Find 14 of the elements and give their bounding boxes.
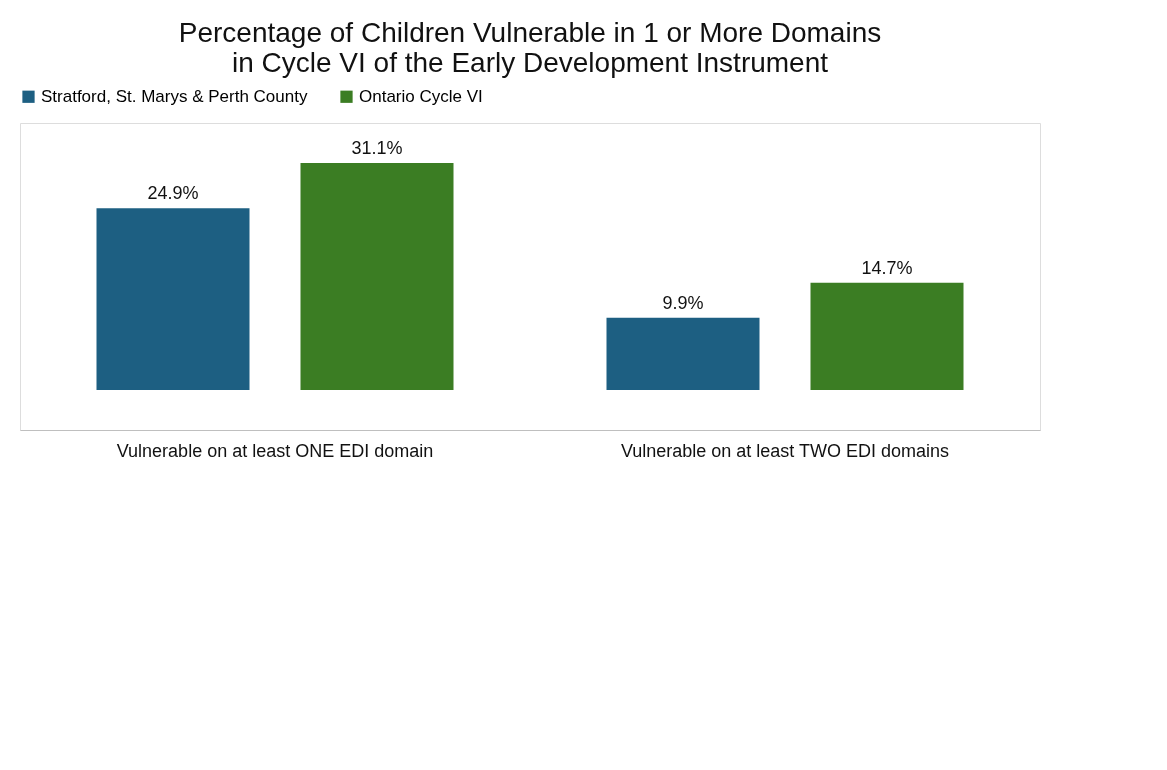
bar: [96, 208, 250, 390]
data-label: 14.7%: [861, 257, 913, 278]
legend-label: Ontario Cycle VI: [359, 86, 483, 106]
x-tick-label: Vulnerable on at least TWO EDI domains: [620, 440, 950, 461]
bar: [606, 317, 760, 390]
bar: [810, 282, 964, 390]
data-label: 31.1%: [351, 138, 403, 158]
legend-label: Stratford, St. Marys & Perth County: [41, 86, 308, 106]
text: in Cycle VI of the Early Development Instrument: [231, 47, 829, 78]
data-label: 24.9%: [147, 183, 199, 204]
x-tick-label: Vulnerable on at least ONE EDI domain: [116, 440, 434, 461]
bar: [300, 163, 454, 390]
text: Percentage of Children Vulnerable in 1 or More Domains: [178, 17, 882, 48]
data-label: 9.9%: [662, 292, 704, 313]
